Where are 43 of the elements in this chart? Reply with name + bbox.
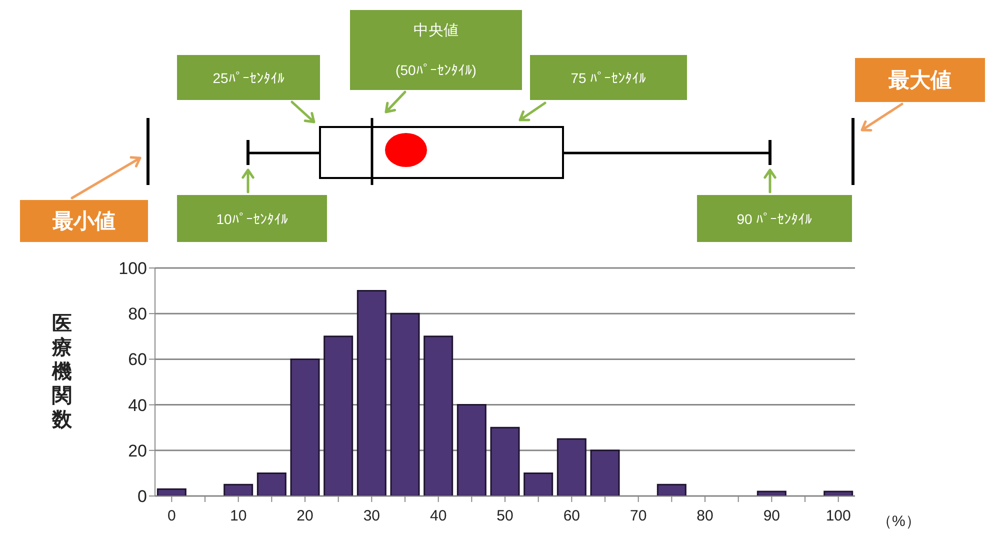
text: (50ﾊﾟｰｾﾝﾀｲﾙ) bbox=[394, 61, 478, 80]
x-tick-label: 80 bbox=[696, 508, 714, 525]
bar bbox=[324, 336, 354, 496]
x-tick-label: 40 bbox=[430, 508, 447, 525]
y-tick-label: 80 bbox=[128, 304, 147, 324]
bar bbox=[524, 472, 554, 496]
x-tick-label: 10 bbox=[230, 508, 247, 525]
x-tick-label: 30 bbox=[363, 508, 380, 525]
bar bbox=[556, 438, 586, 496]
text: 最小値 bbox=[20, 200, 148, 242]
text: 中央値 bbox=[412, 20, 460, 40]
y-tick-label: 60 bbox=[128, 350, 147, 370]
bar bbox=[490, 426, 520, 496]
x-tick-label: 90 bbox=[763, 508, 780, 525]
text: 最大値 bbox=[855, 58, 985, 102]
text: 25ﾊﾟｰｾﾝﾀｲﾙ bbox=[177, 55, 320, 100]
x-axis-title: （%） bbox=[877, 513, 920, 530]
x-tick-label: 50 bbox=[496, 508, 514, 525]
x-tick-label: 20 bbox=[296, 508, 314, 525]
x-tick-label: 0 bbox=[167, 508, 176, 525]
y-tick-label: 40 bbox=[128, 396, 147, 415]
y-tick-label: 20 bbox=[128, 441, 147, 460]
bar bbox=[356, 290, 386, 496]
bar bbox=[290, 358, 320, 496]
bar bbox=[590, 450, 620, 496]
bar bbox=[390, 312, 420, 496]
bar bbox=[224, 484, 254, 496]
y-axis-title: 医療機関数 bbox=[51, 313, 73, 431]
bar bbox=[456, 404, 486, 496]
bar bbox=[156, 488, 186, 496]
text: 75 ﾊﾟｰｾﾝﾀｲﾙ bbox=[530, 55, 687, 100]
x-tick-label: 100 bbox=[826, 508, 851, 525]
text: 90 ﾊﾟｰｾﾝﾀｲﾙ bbox=[697, 195, 852, 242]
bar bbox=[756, 490, 786, 496]
y-tick-label: 100 bbox=[118, 259, 147, 278]
bar bbox=[256, 472, 286, 496]
x-tick-label: 70 bbox=[630, 508, 647, 525]
x-tick-label: 60 bbox=[563, 508, 580, 525]
text: 10ﾊﾟｰｾﾝﾀｲﾙ bbox=[177, 195, 327, 242]
y-tick-label: 0 bbox=[138, 487, 147, 506]
bar bbox=[656, 484, 686, 496]
bar bbox=[424, 336, 454, 496]
bar bbox=[824, 490, 854, 496]
